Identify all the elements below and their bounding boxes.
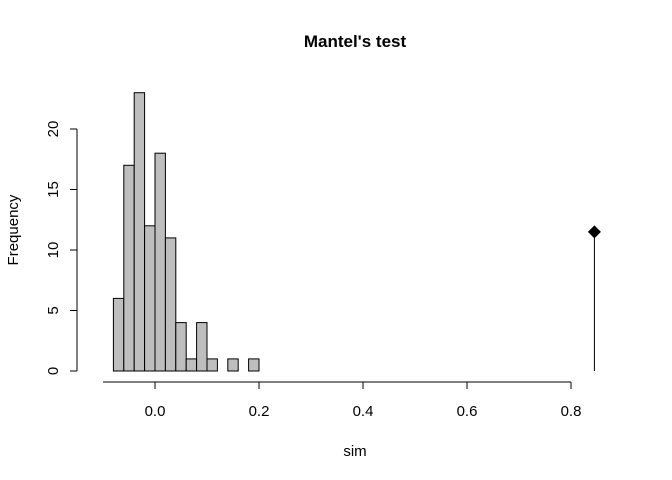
histogram-bar xyxy=(112,297,125,372)
histogram-bar xyxy=(133,92,146,372)
histogram-bars xyxy=(112,92,260,372)
histogram-bar xyxy=(206,358,218,372)
histogram-bar xyxy=(248,358,260,372)
x-tick-label: 0.0 xyxy=(145,403,166,420)
histogram-bar xyxy=(154,152,166,372)
y-tick-label: 0 xyxy=(45,367,62,375)
y-axis: 0 5 10 15 20 xyxy=(45,121,78,375)
x-axis: 0.0 0.2 0.4 0.6 0.8 xyxy=(103,381,582,420)
y-tick-label: 10 xyxy=(45,242,62,259)
histogram-bar xyxy=(123,164,135,372)
observed-diamond-marker xyxy=(587,225,601,239)
histogram-bar xyxy=(227,358,239,372)
y-tick-label: 20 xyxy=(45,121,62,138)
histogram-bar xyxy=(185,358,198,372)
y-tick-label: 15 xyxy=(45,181,62,198)
histogram-bar xyxy=(196,322,208,372)
x-axis-label: sim xyxy=(343,443,366,460)
x-tick-label: 0.6 xyxy=(457,403,478,420)
observed-statistic xyxy=(587,225,601,371)
histogram-bar xyxy=(164,237,177,372)
x-tick-label: 0.4 xyxy=(353,403,374,420)
y-tick-label: 5 xyxy=(45,306,62,314)
histogram-bar xyxy=(175,322,187,372)
chart-title: Mantel's test xyxy=(304,32,407,51)
y-axis-label: Frequency xyxy=(5,194,22,265)
x-tick-label: 0.2 xyxy=(249,403,270,420)
x-tick-label: 0.8 xyxy=(561,403,582,420)
histogram-bar xyxy=(144,225,156,372)
